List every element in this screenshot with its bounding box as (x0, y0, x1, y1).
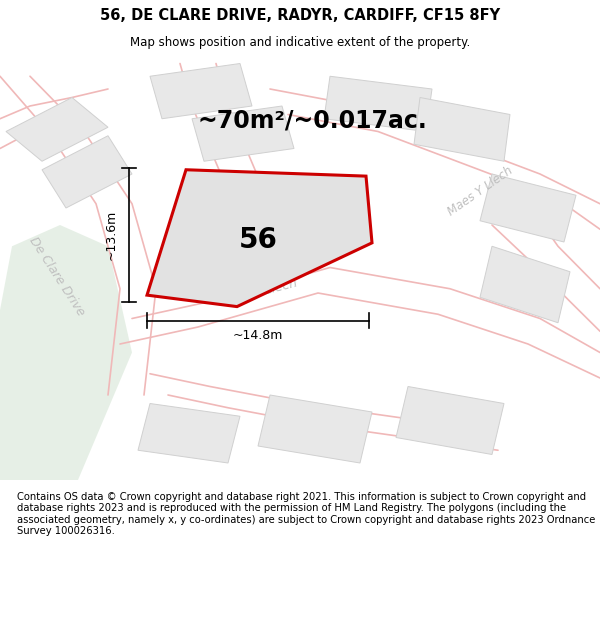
Polygon shape (480, 246, 570, 322)
Polygon shape (6, 98, 108, 161)
Text: 56, DE CLARE DRIVE, RADYR, CARDIFF, CF15 8FY: 56, DE CLARE DRIVE, RADYR, CARDIFF, CF15… (100, 8, 500, 23)
Text: Contains OS data © Crown copyright and database right 2021. This information is : Contains OS data © Crown copyright and d… (17, 492, 595, 536)
Text: 56: 56 (239, 226, 277, 254)
Text: ~70m²/~0.017ac.: ~70m²/~0.017ac. (197, 109, 427, 133)
Text: Maes Y Llech: Maes Y Llech (445, 164, 515, 218)
Polygon shape (147, 170, 372, 307)
Polygon shape (150, 64, 252, 119)
Polygon shape (414, 98, 510, 161)
Text: Map shows position and indicative extent of the property.: Map shows position and indicative extent… (130, 36, 470, 49)
Polygon shape (258, 395, 372, 463)
Text: Maes Y Llech: Maes Y Llech (217, 277, 299, 309)
Text: De Clare Drive: De Clare Drive (26, 234, 88, 318)
Text: ~13.6m: ~13.6m (104, 209, 118, 260)
Polygon shape (42, 136, 132, 208)
Polygon shape (324, 76, 432, 131)
Polygon shape (138, 404, 240, 463)
Polygon shape (396, 386, 504, 454)
Polygon shape (192, 106, 294, 161)
Polygon shape (0, 225, 132, 480)
Text: ~14.8m: ~14.8m (233, 329, 283, 342)
Polygon shape (480, 174, 576, 242)
